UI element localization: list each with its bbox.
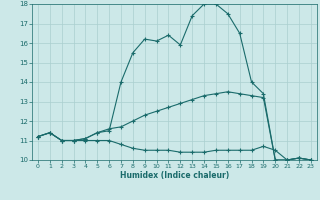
X-axis label: Humidex (Indice chaleur): Humidex (Indice chaleur)	[120, 171, 229, 180]
